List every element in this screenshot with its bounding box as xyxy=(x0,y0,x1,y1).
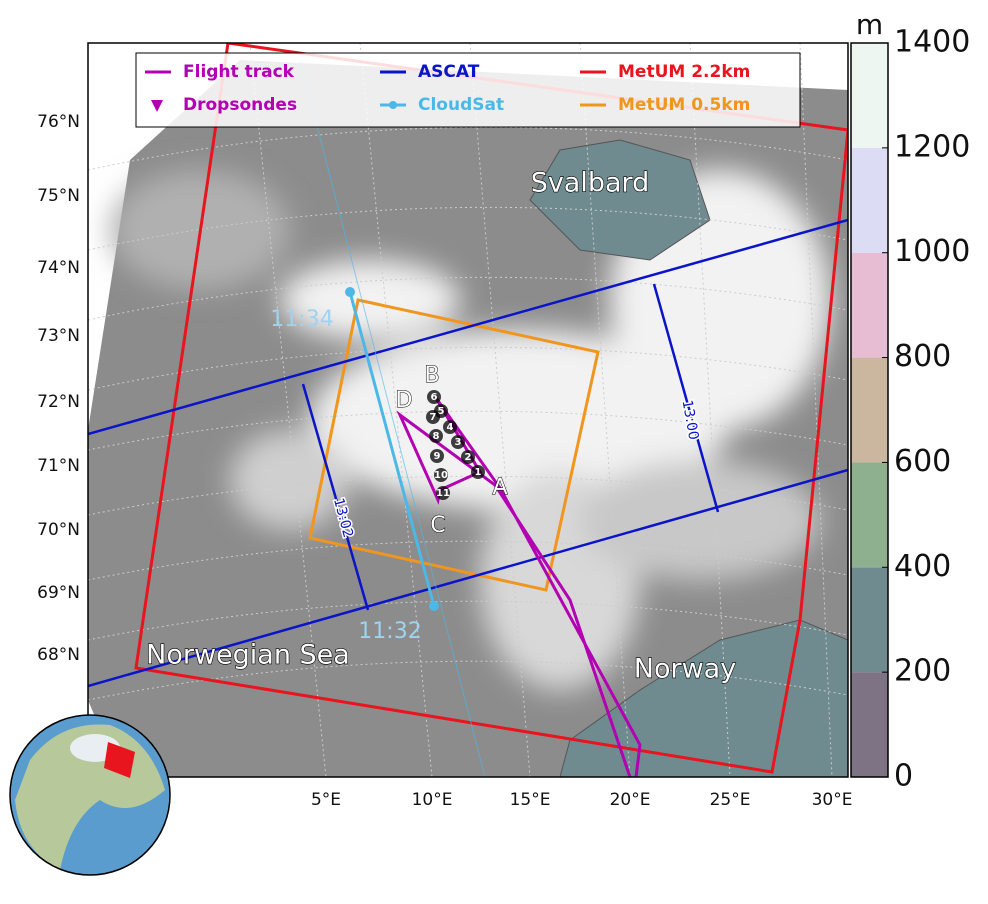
lat-label: 70°N xyxy=(37,520,80,540)
globe-domain xyxy=(104,742,135,778)
metum-05km-domain xyxy=(308,298,600,592)
legend-label: Flight track xyxy=(183,62,295,82)
place-label: Norwegian Sea xyxy=(146,640,350,671)
waypoint-label: C xyxy=(430,513,445,538)
dropsonde-marker xyxy=(451,435,465,449)
colorbar-segment xyxy=(851,672,888,777)
place-label: Norway xyxy=(634,654,736,685)
dropsonde-label: 2 xyxy=(465,452,472,463)
time-label: 11:34 xyxy=(270,307,333,332)
dropsonde-label: 5 xyxy=(438,406,445,417)
colorbar-frame xyxy=(850,42,889,778)
legend-marker xyxy=(151,100,163,112)
colorbar-tick-label: 800 xyxy=(894,339,951,374)
colorbar-segment xyxy=(851,567,888,673)
cloudsat-point xyxy=(429,601,439,611)
lat-label: 68°N xyxy=(37,645,80,665)
colorbar-tick-label: 1400 xyxy=(894,25,970,60)
legend-label: ASCAT xyxy=(418,62,480,82)
colorbar-tick-label: 1000 xyxy=(894,234,970,269)
colorbar-segment xyxy=(851,252,888,358)
dropsonde-marker xyxy=(426,410,440,424)
lon-label: 25°E xyxy=(710,790,751,810)
cloudsat-track-extended xyxy=(299,59,486,777)
dropsonde-label: 11 xyxy=(436,488,450,499)
cloudsat-point xyxy=(345,287,355,297)
dropsonde-marker xyxy=(427,390,441,404)
cloudsat-track xyxy=(348,291,436,607)
colorbar-unit: m xyxy=(856,8,883,41)
lat-label: 75°N xyxy=(37,186,80,206)
dropsonde-marker xyxy=(471,465,485,479)
ascat-swath xyxy=(88,218,848,688)
colorbar-segment xyxy=(851,147,888,253)
waypoint-label: D xyxy=(396,388,413,413)
waypoint-label: A xyxy=(492,475,507,500)
colorbar-tick-label: 1200 xyxy=(894,129,970,164)
dropsonde-label: 6 xyxy=(431,392,438,403)
lat-label: 72°N xyxy=(37,392,80,412)
lat-label: 74°N xyxy=(37,258,80,278)
dropsonde-label: 9 xyxy=(434,451,441,462)
dropsonde-label: 8 xyxy=(433,431,440,442)
colorbar-tick-label: 600 xyxy=(894,444,951,479)
dropsonde-marker xyxy=(434,468,448,482)
legend-box xyxy=(135,52,801,128)
lat-label: 69°N xyxy=(37,583,80,603)
lat-label: 73°N xyxy=(37,326,80,346)
lon-label: 10°E xyxy=(412,790,453,810)
time-label: 11:32 xyxy=(358,619,421,644)
dropsonde-label: 3 xyxy=(455,437,462,448)
globe-inset xyxy=(10,715,170,875)
lon-label: 30°E xyxy=(812,790,853,810)
waypoint-label: B xyxy=(424,363,439,388)
lon-label: 20°E xyxy=(610,790,651,810)
colorbar-segment xyxy=(851,462,888,568)
colorbar-tick-label: 200 xyxy=(894,654,951,689)
colorbar-segment xyxy=(851,357,888,463)
dropsonde-marker xyxy=(461,450,475,464)
dropsonde-marker xyxy=(436,486,450,500)
legend-label: CloudSat xyxy=(418,95,504,115)
colorbar-tick-label: 0 xyxy=(894,759,913,794)
colorbar-segment xyxy=(851,43,888,148)
colorbar: 0 200 400 600 800 1000 1200 1400 m xyxy=(850,8,970,794)
lon-label: 15°E xyxy=(510,790,551,810)
dropsonde-label: 10 xyxy=(434,470,448,481)
lon-label: 5°E xyxy=(311,790,341,810)
dropsonde-label: 7 xyxy=(430,412,437,423)
lat-label: 71°N xyxy=(37,456,80,476)
legend-label: MetUM 0.5km xyxy=(618,95,750,115)
legend-marker xyxy=(389,101,397,109)
legend-label: MetUM 2.2km xyxy=(618,62,750,82)
legend-label: Dropsondes xyxy=(183,95,297,115)
map-area xyxy=(88,43,848,777)
dropsonde-label: 1 xyxy=(475,467,482,478)
colorbar-tick-label: 400 xyxy=(894,549,951,584)
legend: Flight track Dropsondes ASCAT CloudSat MetUM… xyxy=(135,52,801,128)
norway-land xyxy=(559,619,848,777)
place-label: Svalbard xyxy=(531,168,650,199)
dropsonde-label: 4 xyxy=(447,422,454,433)
svalbard-land xyxy=(529,139,711,261)
dropsonde-marker xyxy=(429,429,443,443)
dropsonde-marker xyxy=(443,420,457,434)
dropsonde-marker xyxy=(430,449,444,463)
globe-outline xyxy=(9,714,171,876)
map-frame xyxy=(87,42,849,778)
lat-label: 76°N xyxy=(37,112,80,132)
